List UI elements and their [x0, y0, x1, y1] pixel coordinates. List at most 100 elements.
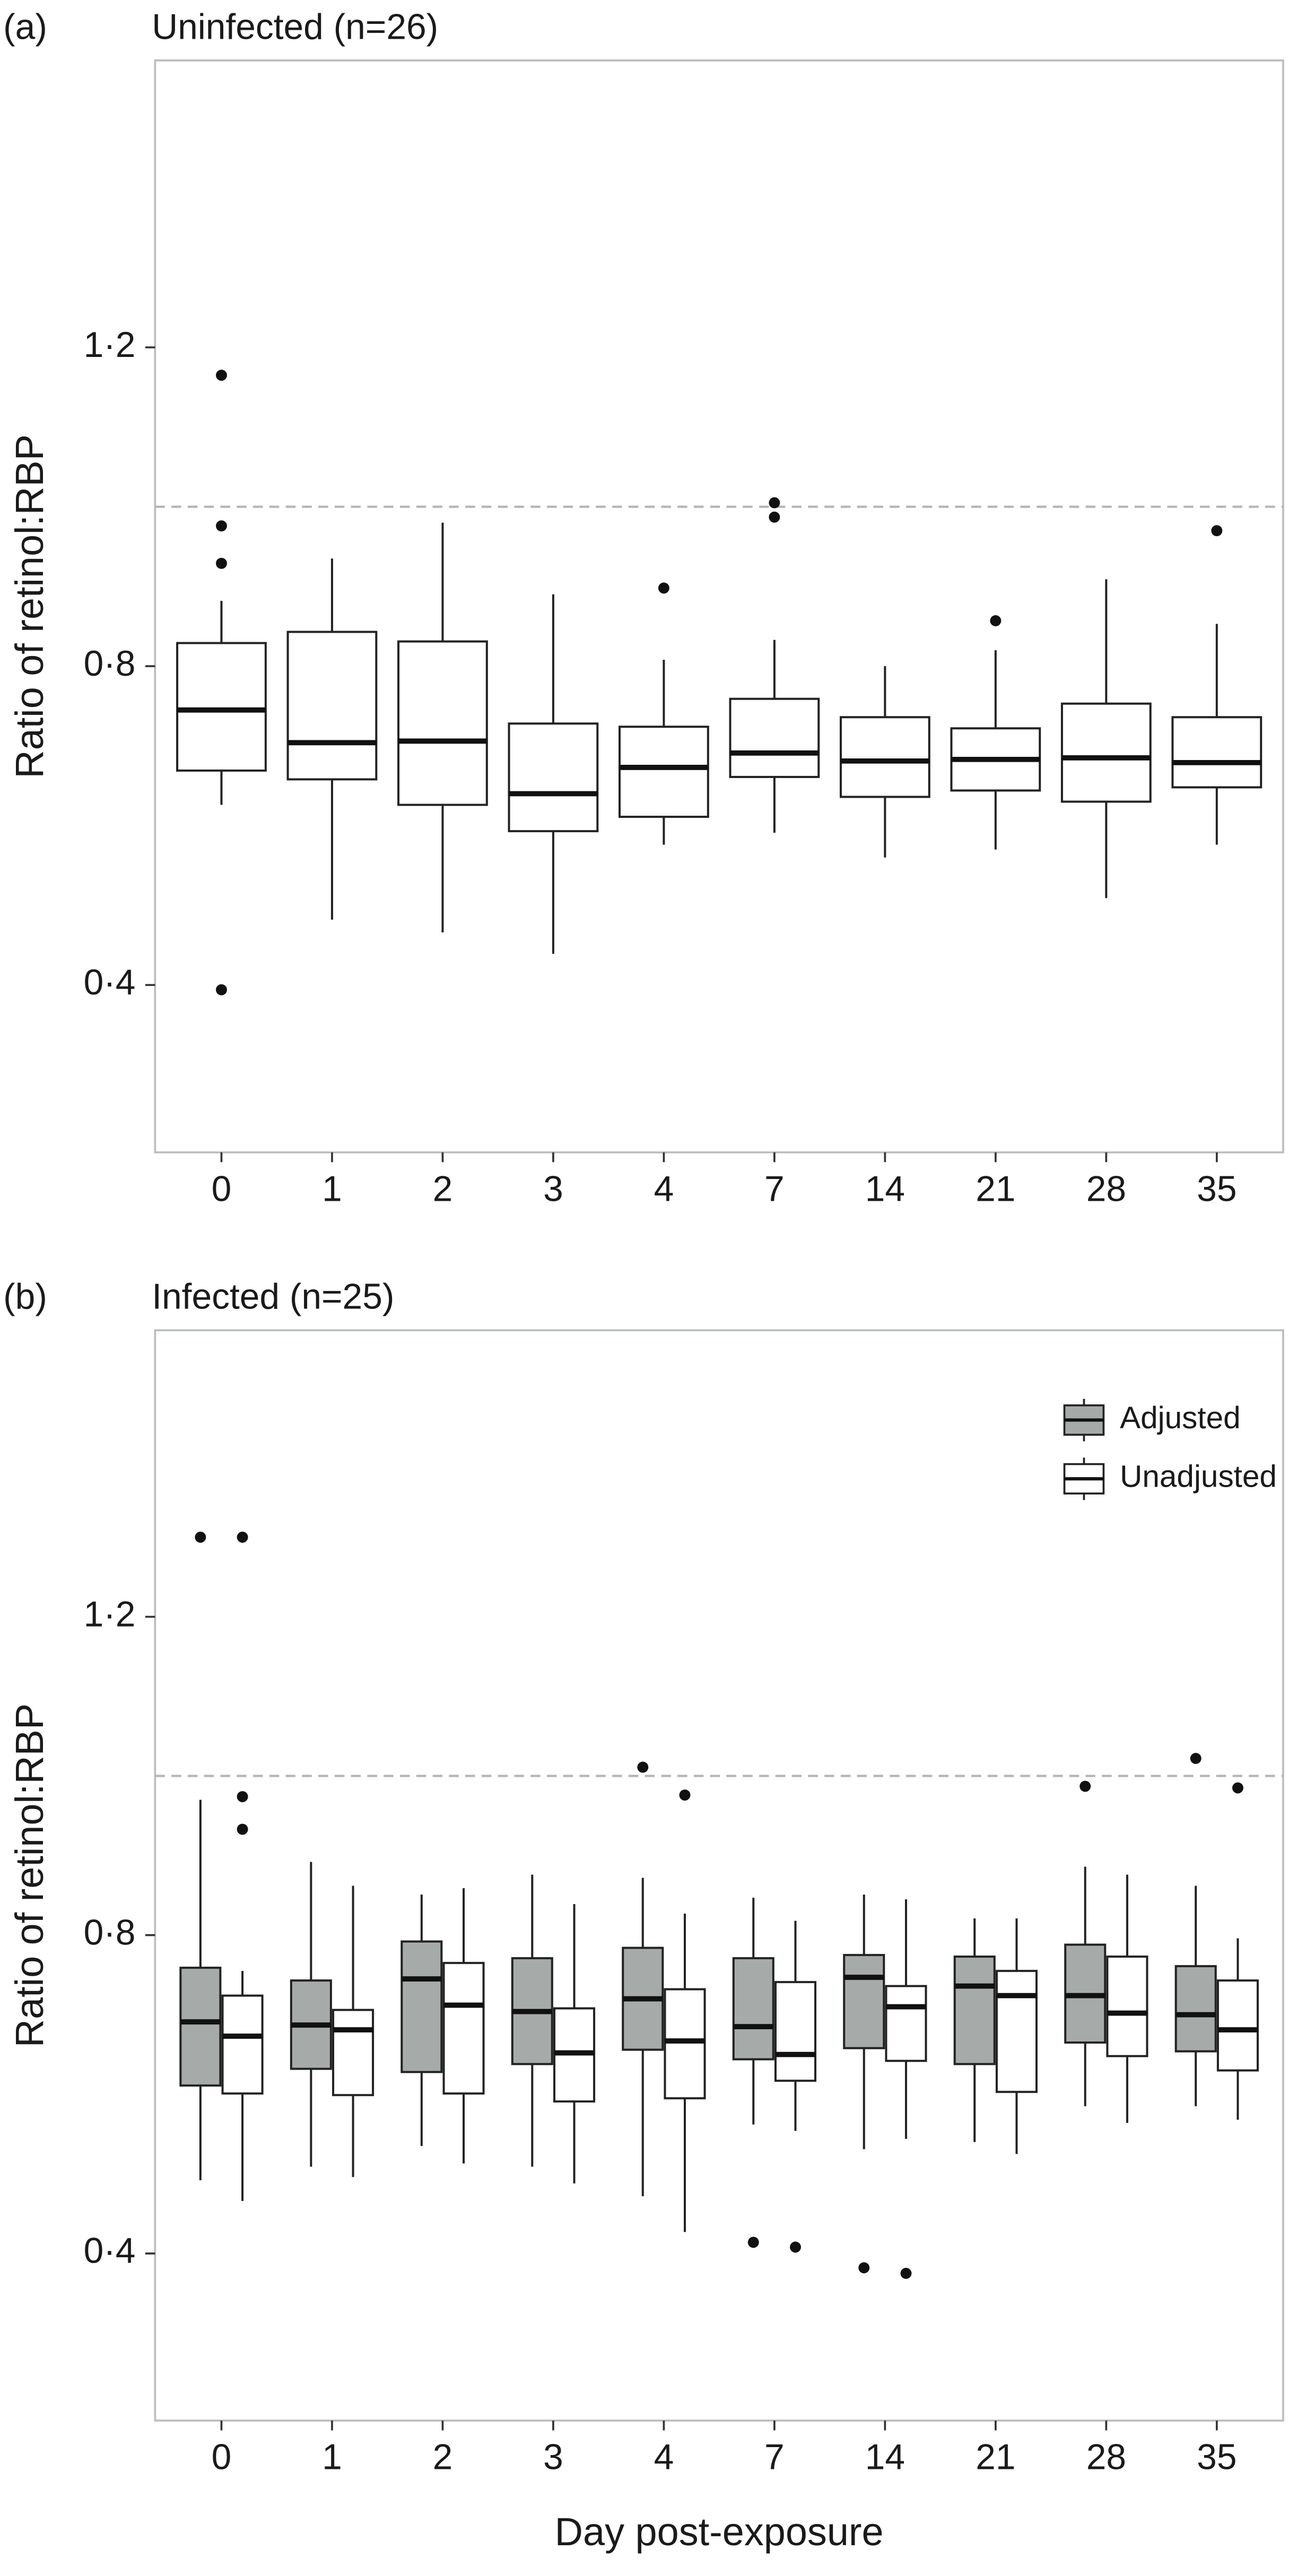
outlier: [900, 2267, 912, 2279]
outlier: [858, 2262, 870, 2274]
x-tick-label: 4: [654, 1169, 674, 1209]
box-group: [950, 615, 1041, 850]
box: [221, 1994, 264, 2095]
box-group: [622, 1761, 664, 2196]
outlier: [1232, 1782, 1243, 1794]
outlier: [769, 511, 780, 523]
box: [619, 726, 709, 818]
box-group: [290, 1862, 332, 2167]
box-group: [1064, 1780, 1107, 2107]
box-group: [664, 1789, 706, 2232]
box: [1216, 1979, 1259, 2072]
box: [843, 1954, 885, 2049]
box: [397, 640, 488, 806]
x-axis-label: Day post-exposure: [555, 2510, 884, 2554]
y-axis-label: Ratio of retinol:RBP: [7, 1704, 51, 2048]
x-tick-label: 2: [433, 2438, 453, 2477]
outlier: [195, 1531, 206, 1543]
y-tick-label: 0·4: [84, 2231, 136, 2271]
x-tick-label: 35: [1197, 1169, 1237, 1209]
y-tick-label: 0·8: [84, 1913, 136, 1953]
panel-label: (b): [3, 1277, 47, 1317]
outlier: [679, 1789, 691, 1801]
outlier: [237, 1791, 248, 1803]
box-group: [508, 594, 599, 954]
legend-label: Adjusted: [1120, 1401, 1241, 1435]
x-tick-label: 21: [976, 1169, 1015, 1209]
box-group: [1171, 525, 1263, 845]
box-group: [397, 522, 488, 932]
box-group: [286, 558, 378, 920]
outlier: [1079, 1780, 1091, 1792]
x-tick-label: 1: [322, 1169, 342, 1209]
outlier: [215, 370, 227, 381]
box-group: [511, 1874, 553, 2167]
box-group: [774, 1920, 817, 2253]
box-group: [1060, 579, 1152, 898]
x-tick-label: 4: [654, 2438, 674, 2477]
x-tick-label: 28: [1086, 1169, 1126, 1209]
box-group: [843, 1894, 885, 2274]
box-group: [176, 370, 267, 996]
box: [400, 1940, 443, 2073]
x-tick-label: 7: [764, 2438, 785, 2477]
box-group: [1174, 1753, 1217, 2107]
box: [1171, 716, 1263, 789]
box-group: [885, 1899, 927, 2279]
box: [1106, 1955, 1148, 2057]
box-group: [221, 1531, 264, 2201]
box-group: [179, 1531, 222, 2180]
legend-label: Unadjusted: [1120, 1460, 1277, 1494]
x-tick-label: 7: [764, 1169, 785, 1209]
x-tick-label: 21: [976, 2438, 1015, 2477]
x-tick-label: 2: [433, 1169, 453, 1209]
plot-area: [154, 59, 1284, 1154]
chart-title: Uninfected (n=26): [152, 7, 438, 47]
box: [729, 697, 820, 778]
outlier: [658, 582, 669, 594]
box-group: [839, 666, 930, 858]
box-group: [953, 1918, 996, 2142]
y-tick-label: 1·2: [84, 325, 136, 365]
outlier: [237, 1823, 248, 1835]
box: [995, 1970, 1038, 2093]
outlier: [1211, 525, 1223, 537]
outlier: [790, 2241, 801, 2253]
box: [332, 2009, 375, 2097]
x-tick-label: 3: [543, 2438, 563, 2477]
y-tick-label: 0·8: [84, 644, 136, 684]
outlier: [215, 984, 227, 996]
x-tick-label: 14: [865, 2438, 905, 2477]
box-group: [619, 582, 709, 845]
outlier: [747, 2237, 759, 2248]
y-tick-label: 0·4: [84, 963, 136, 1002]
box: [732, 1957, 774, 2060]
box: [774, 1981, 817, 2082]
box-group: [732, 1898, 774, 2248]
outlier: [637, 1761, 649, 1773]
box: [179, 1967, 222, 2087]
x-tick-label: 1: [322, 2438, 342, 2477]
plot-area: [154, 1329, 1284, 2422]
outlier: [990, 615, 1002, 626]
outlier: [215, 520, 227, 532]
box-group: [553, 1904, 596, 2184]
outlier: [769, 497, 780, 509]
x-tick-label: 0: [212, 1169, 232, 1209]
box: [442, 1962, 485, 2095]
outlier: [237, 1531, 248, 1543]
box: [286, 631, 378, 781]
box-group: [729, 497, 820, 833]
box-group: [332, 1885, 375, 2177]
box: [176, 642, 267, 772]
chart-title: Infected (n=25): [152, 1277, 394, 1317]
x-tick-label: 35: [1197, 2438, 1237, 2477]
box-group: [1216, 1782, 1259, 2120]
panel-label: (a): [3, 7, 47, 47]
box-group: [442, 1888, 485, 2164]
box-group: [400, 1894, 443, 2146]
outlier: [215, 557, 227, 569]
box-group: [1106, 1874, 1148, 2123]
